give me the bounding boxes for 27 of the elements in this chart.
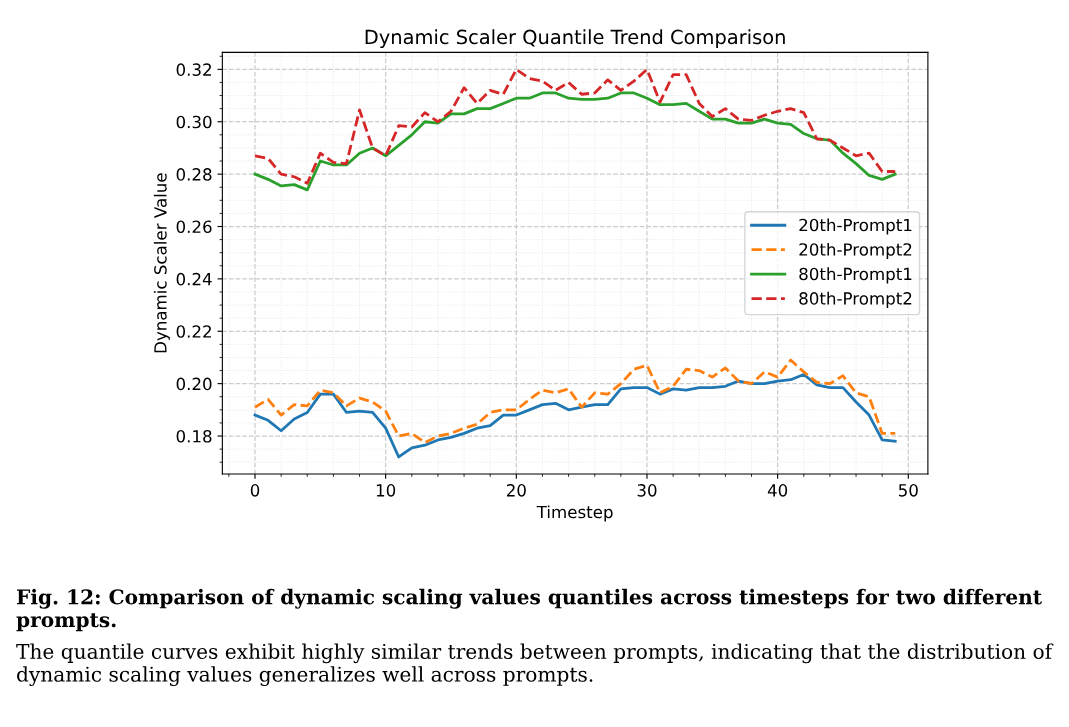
y-tick-label: 0.22 <box>176 325 211 338</box>
y-tick-label: 0.24 <box>176 272 212 286</box>
y-tick-label: 0.32 <box>176 63 211 76</box>
y-tick-label: 0.20 <box>176 377 212 391</box>
y-tick-label: 0.26 <box>176 220 212 234</box>
y-tick-label: 0.28 <box>176 168 212 181</box>
line-series <box>253 91 897 192</box>
x-tick-label: 20 <box>506 484 526 497</box>
x-tick-label: 40 <box>767 484 788 497</box>
x-axis-title: Timestep <box>536 505 613 522</box>
line-series <box>253 67 897 185</box>
x-tick-label: 0 <box>250 484 260 497</box>
line-series <box>253 373 897 459</box>
legend-label: 80th-Prompt2 <box>799 291 912 308</box>
line-series <box>253 358 897 444</box>
caption: Fig. 12: Comparison of dynamic scaling values quantiles across timesteps for two different prompts. <box>16 588 1042 632</box>
y-axis-title: Dynamic Scaler Value <box>153 173 170 353</box>
x-tick-label: 10 <box>376 484 396 497</box>
legend-label: 20th-Prompt2 <box>799 242 912 260</box>
legend-label: 20th-Prompt1 <box>799 218 912 235</box>
legend-label: 80th-Prompt1 <box>799 267 912 284</box>
y-tick-label: 0.18 <box>176 429 212 443</box>
x-tick-label: 50 <box>898 484 918 497</box>
chart-title: Dynamic Scaler Quantile Trend Comparison <box>365 29 785 49</box>
text: The quantile curves exhibit highly similar trends between prompts, indicating that the distribution of dynamic scaling values generalizes well across prompts. <box>16 643 1054 687</box>
y-tick-label: 0.30 <box>176 115 212 129</box>
x-tick-label: 30 <box>637 484 657 497</box>
